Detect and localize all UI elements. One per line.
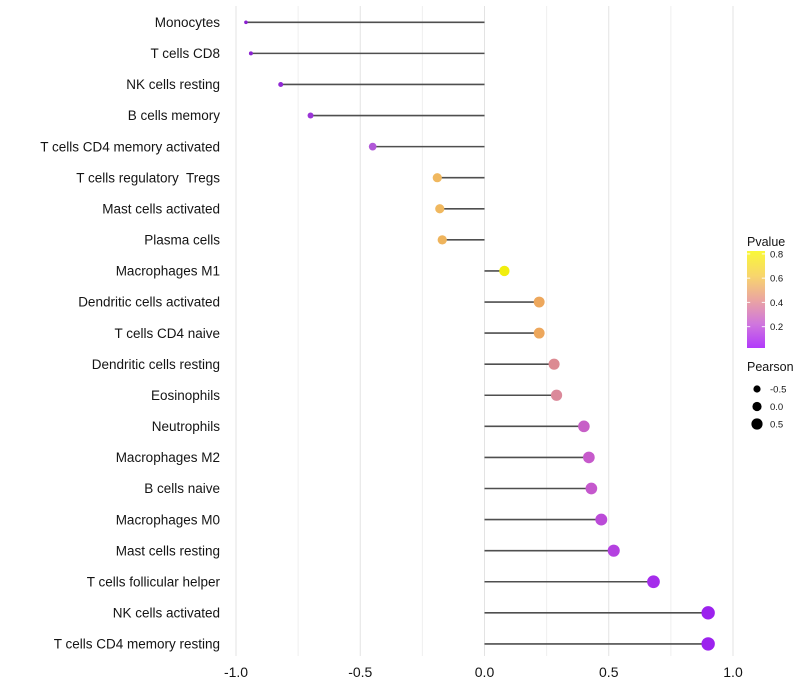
- y-axis-label: NK cells resting: [126, 77, 220, 92]
- dot-t-cells-follicular-helper: [647, 575, 660, 589]
- x-axis-tick-label: -0.5: [348, 664, 372, 680]
- dot-nk-cells-resting: [278, 81, 284, 87]
- y-axis-label: Mast cells resting: [116, 543, 220, 558]
- dot-macrophages-m1: [499, 265, 510, 277]
- x-axis-tick-label: 0.0: [475, 664, 495, 680]
- dot-t-cells-cd8: [248, 51, 253, 56]
- legend-pvalue-tick-label: 0.6: [770, 274, 783, 285]
- lollipop-dots: [244, 20, 715, 651]
- legend-pearson-key-dot: [753, 385, 761, 393]
- legend-pvalue-tick-label: 0.4: [770, 298, 783, 309]
- y-axis-label: T cells CD4 memory resting: [54, 637, 220, 652]
- x-axis-labels: -1.0 -0.5 0.0 0.5 1.0: [224, 664, 743, 680]
- dot-nk-cells-activated: [701, 606, 715, 620]
- dot-monocytes: [244, 20, 248, 25]
- dot-t-cells-cd4-memory-activated: [368, 142, 377, 151]
- dot-macrophages-m0: [595, 513, 608, 526]
- lollipop-stems: [245, 21, 709, 645]
- legend-pvalue-title: Pvalue: [747, 235, 785, 249]
- legend-pearson-key-label: 0.5: [770, 419, 783, 430]
- legend-pearson-key-dot: [751, 418, 763, 430]
- y-axis-label: Neutrophils: [152, 419, 221, 434]
- dot-mast-cells-activated: [435, 204, 445, 214]
- legend-pvalue-tick-label: 0.8: [770, 249, 783, 260]
- gridlines: [235, 6, 734, 656]
- legend-pearson-key-label: -0.5: [770, 384, 786, 395]
- dot-macrophages-m2: [583, 451, 595, 464]
- y-axis-label: T cells CD4 naive: [114, 326, 220, 341]
- y-axis-label: Plasma cells: [144, 233, 220, 248]
- y-axis-label: Dendritic cells resting: [92, 357, 220, 372]
- y-axis-label: Dendritic cells activated: [78, 295, 220, 310]
- y-axis-label: NK cells activated: [113, 606, 220, 621]
- y-axis-label: T cells follicular helper: [87, 574, 221, 589]
- legend-pearson-title: Pearson: [747, 360, 794, 374]
- legend-pvalue-tick-label: 0.2: [770, 322, 783, 333]
- y-axis-label: Monocytes: [155, 15, 221, 30]
- y-axis-label: Macrophages M1: [116, 264, 220, 279]
- x-axis-tick-label: 1.0: [723, 664, 743, 680]
- dot-plasma-cells: [437, 235, 447, 245]
- y-axis-labels: Monocytes T cells CD8 NK cells resting B ce…: [40, 15, 220, 652]
- dot-b-cells-memory: [307, 112, 314, 119]
- y-axis-label: Macrophages M2: [116, 450, 220, 465]
- dot-b-cells-naive: [585, 482, 598, 495]
- dot-eosinophils: [550, 389, 563, 401]
- dot-t-cells-cd4-memory-resting: [701, 637, 715, 651]
- dot-neutrophils: [578, 420, 590, 433]
- legend-pearson-key-label: 0.0: [770, 402, 783, 413]
- legend-pearson: Pearson -0.5 0.0 0.5: [747, 360, 794, 430]
- y-axis-label: Mast cells activated: [102, 201, 220, 216]
- y-axis-label: T cells CD4 memory activated: [40, 139, 220, 154]
- dot-dendritic-cells-resting: [548, 358, 560, 370]
- x-axis-tick-label: 0.5: [599, 664, 619, 680]
- dot-t-cells-regulatory-tregs: [432, 173, 442, 183]
- y-axis-label: B cells memory: [128, 108, 221, 123]
- legend-pvalue-gradient-bar: [747, 251, 765, 348]
- legend-pearson-key-dot: [752, 401, 762, 412]
- y-axis-label: Macrophages M0: [116, 512, 220, 527]
- dot-dendritic-cells-activated: [533, 296, 545, 308]
- y-axis-label: T cells regulatory Tregs: [76, 170, 220, 185]
- y-axis-label: B cells naive: [144, 481, 220, 496]
- dot-t-cells-cd4-naive: [533, 327, 545, 339]
- y-axis-label: Eosinophils: [151, 388, 220, 403]
- y-axis-label: T cells CD8: [150, 46, 220, 61]
- dot-mast-cells-resting: [607, 544, 620, 557]
- x-axis-tick-label: -1.0: [224, 664, 248, 680]
